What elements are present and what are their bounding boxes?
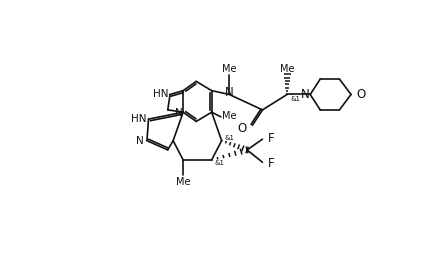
Text: HN: HN [153, 90, 169, 99]
Text: &1: &1 [291, 96, 301, 102]
Text: Me: Me [223, 111, 237, 121]
Text: F: F [268, 156, 275, 170]
Text: HN: HN [132, 114, 147, 124]
Text: Me: Me [280, 64, 294, 74]
Text: N: N [225, 86, 234, 99]
Text: Me: Me [222, 64, 237, 74]
Text: &1: &1 [225, 135, 235, 141]
Text: F: F [268, 132, 275, 145]
Text: N: N [175, 108, 182, 118]
Text: N: N [301, 88, 309, 101]
Text: O: O [238, 122, 247, 135]
Text: &1: &1 [215, 160, 225, 166]
Text: N: N [136, 136, 144, 146]
Text: Me: Me [176, 177, 191, 187]
Text: O: O [356, 88, 366, 101]
